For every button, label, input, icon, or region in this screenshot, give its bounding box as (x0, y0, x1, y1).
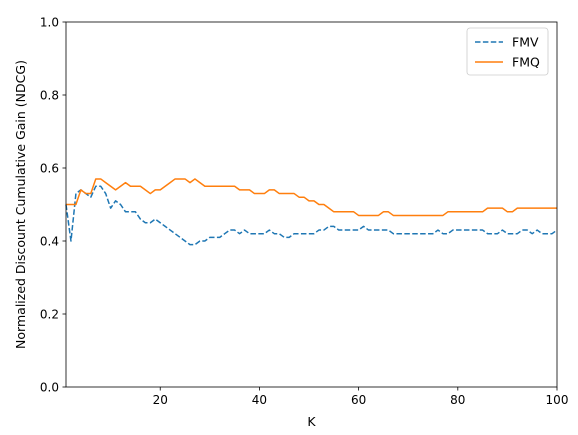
legend: FMV FMQ (466, 27, 549, 76)
x-axis: 20 40 60 80 100 (153, 387, 569, 407)
x-tick-label: 100 (546, 393, 569, 407)
legend-label-fmv: FMV (512, 35, 539, 50)
y-axis-label: Normalized Discount Cumulative Gain (NDC… (13, 60, 28, 349)
series-layer (65, 178, 558, 246)
x-tick-label: 80 (450, 393, 465, 407)
y-tick-label: 1.0 (40, 15, 59, 29)
x-tick-label: 20 (153, 393, 168, 407)
legend-box (466, 27, 549, 76)
y-tick-label: 0.4 (40, 234, 59, 248)
plot-frame (65, 21, 558, 388)
y-tick-label: 0.8 (40, 88, 59, 102)
series-line-fmv (65, 185, 558, 246)
y-tick-label: 0.2 (40, 307, 59, 321)
x-tick-label: 40 (252, 393, 267, 407)
y-tick-label: 0.0 (40, 380, 59, 394)
x-tick-label: 60 (351, 393, 366, 407)
y-tick-label: 0.6 (40, 161, 59, 175)
series-line-fmq (66, 178, 557, 217)
legend-label-fmq: FMQ (512, 55, 540, 70)
x-axis-label: K (307, 414, 316, 429)
y-axis: 0.0 0.2 0.4 0.6 0.8 1.0 (40, 15, 66, 394)
